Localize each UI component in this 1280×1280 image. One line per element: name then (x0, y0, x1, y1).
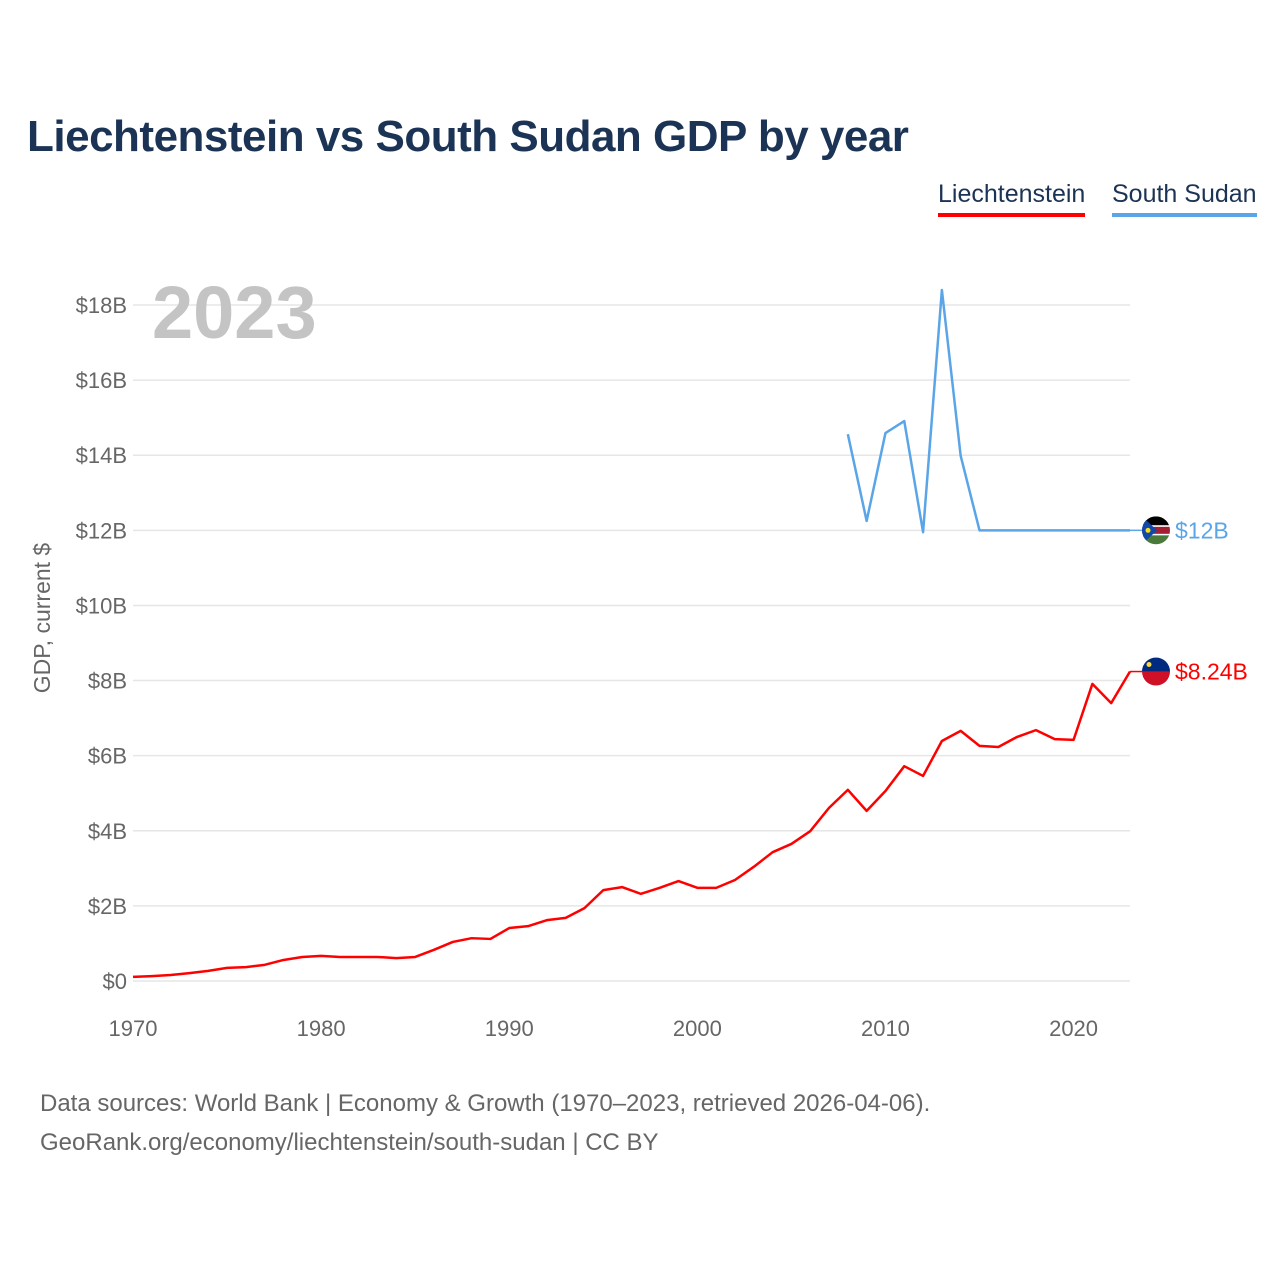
end-label-liechtenstein: $8.24B (1175, 659, 1248, 685)
y-tick-label: $8B (88, 669, 127, 694)
footer-sources: Data sources: World Bank | Economy & Gro… (40, 1090, 931, 1117)
x-tick-label: 2010 (861, 1016, 910, 1041)
y-tick-label: $10B (76, 593, 127, 618)
series-line-liechtenstein[interactable] (132, 670, 1132, 979)
y-tick-label: $4B (88, 819, 127, 844)
end-label-south-sudan: $12B (1175, 517, 1229, 543)
y-tick-label: $14B (76, 443, 127, 468)
y-tick-label: $12B (76, 518, 127, 543)
x-tick-label: 1990 (485, 1016, 534, 1041)
footer: Data sources: World Bank | Economy & Gro… (40, 1084, 930, 1162)
x-tick-label: 2000 (673, 1016, 722, 1041)
x-tick-label: 2020 (1049, 1016, 1098, 1041)
y-tick-label: $18B (76, 293, 127, 318)
y-tick-label: $16B (76, 368, 127, 393)
liechtenstein-flag-icon (1142, 657, 1170, 686)
legend-item-south-sudan[interactable]: South Sudan (1112, 180, 1257, 217)
series-line-south-sudan[interactable] (846, 288, 1130, 534)
chart-title: Liechtenstein vs South Sudan GDP by year (27, 112, 909, 161)
y-tick-label: $0 (103, 969, 127, 994)
y-tick-label: $2B (88, 894, 127, 919)
footer-attribution[interactable]: GeoRank.org/economy/liechtenstein/south-… (40, 1129, 659, 1156)
y-axis-label: GDP, current $ (29, 543, 55, 694)
south-sudan-flag-icon (1142, 516, 1170, 545)
legend-item-liechtenstein[interactable]: Liechtenstein (938, 180, 1086, 217)
x-tick-label: 1980 (297, 1016, 346, 1041)
year-overlay: 2023 (152, 271, 317, 354)
y-tick-label: $6B (88, 744, 127, 769)
x-tick-label: 1970 (109, 1016, 158, 1041)
